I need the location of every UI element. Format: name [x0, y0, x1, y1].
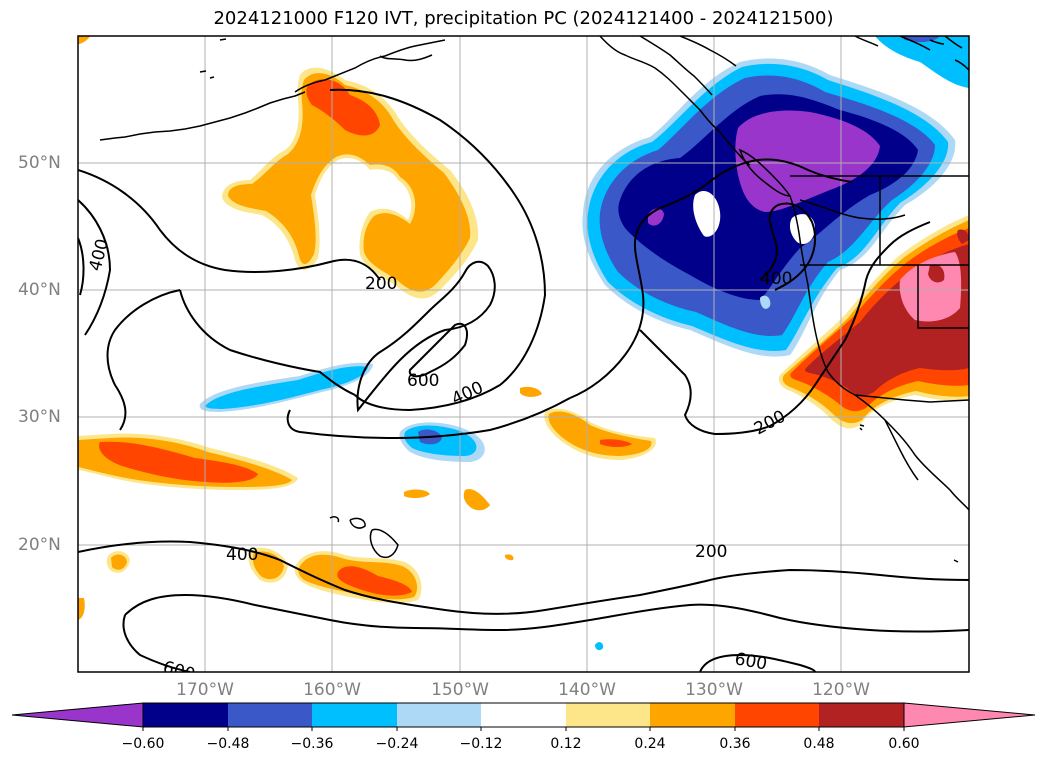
colorbar-swatch — [735, 703, 819, 727]
contour-label-200-south: 200 — [695, 542, 727, 562]
lon-label-160w: 160°W — [303, 680, 361, 700]
contour-label-400-east: 400 — [760, 269, 792, 289]
colorbar-swatch — [143, 703, 228, 727]
colorbar-extend-max — [903, 702, 1036, 728]
ivt-contours — [78, 88, 969, 672]
positive-anomaly-region — [78, 36, 969, 620]
lon-label-150w: 150°W — [431, 680, 489, 700]
lon-label-170w: 170°W — [176, 680, 234, 700]
contour-label-400-south: 400 — [226, 545, 258, 565]
lat-label-40n: 40°N — [18, 280, 61, 300]
colorbar-extend-min — [11, 702, 144, 728]
colorbar-tick: −0.12 — [459, 736, 503, 752]
colorbar-tick: −0.36 — [290, 736, 334, 752]
colorbar-tick: 0.36 — [719, 736, 751, 752]
colorbar-swatch — [312, 703, 397, 727]
map-title: 2024121000 F120 IVT, precipitation PC (2… — [213, 8, 834, 29]
colorbar-tick: 0.24 — [634, 736, 666, 752]
colorbar-tick: −0.24 — [375, 736, 419, 752]
colorbar-tick: 0.48 — [803, 736, 835, 752]
lon-label-140w: 140°W — [558, 680, 616, 700]
contour-label-600-center: 600 — [407, 371, 439, 391]
colorbar-tick: 0.60 — [888, 736, 920, 752]
colorbar-swatch — [819, 703, 904, 727]
colorbar-swatch — [481, 703, 566, 727]
contour-label-600-se: 600 — [733, 649, 768, 674]
lat-label-30n: 30°N — [18, 407, 61, 427]
colorbar-swatch — [397, 703, 481, 727]
lat-label-20n: 20°N — [18, 535, 61, 555]
gridlines — [78, 36, 969, 672]
colorbar-swatch — [566, 703, 650, 727]
contour-label-200-east: 200 — [751, 407, 789, 440]
lon-label-120w: 120°W — [812, 680, 870, 700]
colorbar-swatch — [650, 703, 735, 727]
colorbar-tick: −0.60 — [121, 736, 165, 752]
contour-label-400-center: 400 — [449, 378, 487, 410]
colorbar-tick: −0.48 — [206, 736, 250, 752]
contour-label-200-center: 200 — [365, 274, 397, 294]
lat-label-50n: 50°N — [18, 153, 61, 173]
coastlines — [99, 36, 969, 563]
lon-label-130w: 130°W — [685, 680, 743, 700]
colorbar — [11, 702, 1036, 731]
negative-anomaly-region — [199, 36, 969, 651]
map-frame — [77, 35, 970, 673]
colorbar-swatch — [228, 703, 312, 727]
colorbar-tick: 0.12 — [550, 736, 582, 752]
